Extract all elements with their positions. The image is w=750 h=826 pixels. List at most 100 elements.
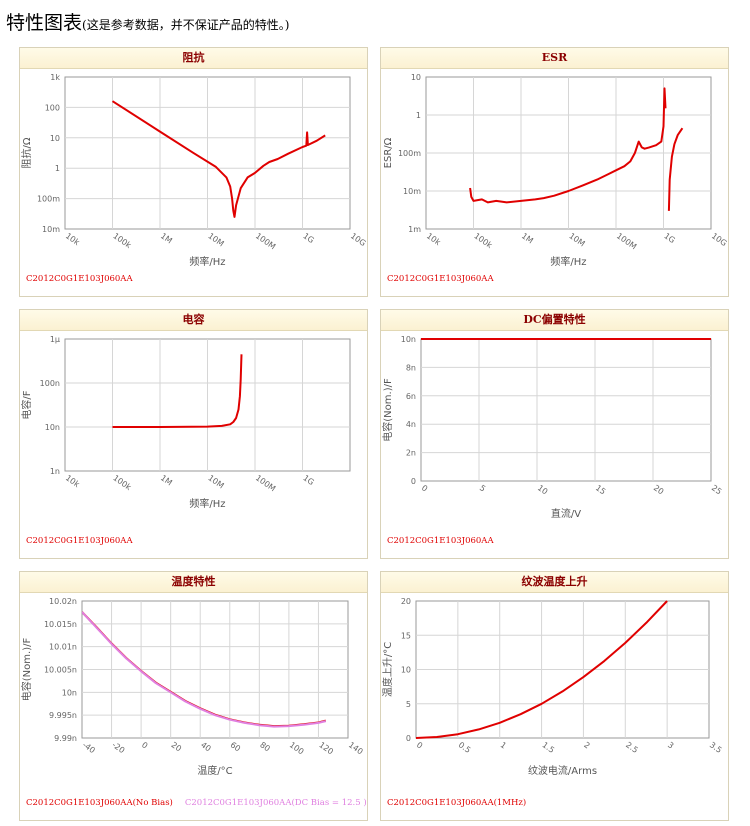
impedance-series-line [111, 100, 326, 218]
ripple-x-tick-label: 3 [666, 740, 675, 750]
dc-bias-chart-panel: DC偏置特性 0 2n 4n 6n 8n 10n 0 5 10 15 20 25 直流/V 电容(Nom.)… [380, 309, 729, 559]
ripple-series-line [416, 600, 668, 739]
capacitance-x-tick-label: 10M [206, 473, 225, 490]
ripple-x-tick-label: 0 [415, 740, 424, 750]
ripple-chart: 0 5 10 15 20 0 0.5 1 1.5 2 2.5 3 3.5 纹波电流/Arms 温度上升/°C [381, 597, 724, 777]
ripple-x-axis-label: 纹波电流/Arms [528, 764, 597, 777]
temperature-y-axis-label: 电容(Nom.)/F [20, 638, 33, 702]
dc-bias-chart-title: DC偏置特性 [381, 310, 728, 331]
esr-x-tick-label: 100M [615, 231, 638, 251]
temperature-series-line [82, 611, 327, 728]
dc-bias-y-tick-label: 10n [401, 335, 416, 344]
temperature-y-tick-label: 9.99n [54, 734, 77, 743]
temperature-chart: 9.99n 9.995n 10n 10.005n 10.01n 10.015n 10.02n… [20, 597, 365, 777]
temperature-x-tick-label: -40 [81, 740, 97, 755]
capacitance-x-axis-label: 频率/Hz [189, 497, 225, 510]
dc-bias-plot-area [420, 338, 712, 482]
dc-bias-x-tick-label: 10 [536, 483, 550, 496]
ripple-legend: C2012C0G1E103J060AA(1MHz) [387, 798, 538, 808]
impedance-x-tick-label: 10k [64, 231, 82, 247]
temperature-x-tick-label: 60 [229, 740, 243, 753]
capacitance-chart-panel: 电容 1n 10n 100n 1μ 10k 100k 1M 10M 100M 1G 频率/Hz 电容/F… [19, 309, 368, 559]
dc-bias-x-tick-label: 15 [594, 483, 608, 496]
temperature-x-tick-label: -20 [110, 740, 126, 755]
esr-y-tick-label: 10m [403, 187, 421, 196]
ripple-y-tick-label: 10 [401, 666, 411, 675]
legend-item: C2012C0G1E103J060AA(No Bias) [26, 798, 173, 808]
esr-x-tick-label: 1G [662, 231, 676, 245]
temperature-x-tick-label: 20 [170, 740, 184, 753]
dc-bias-y-tick-label: 2n [406, 449, 416, 458]
capacitance-chart: 1n 10n 100n 1μ 10k 100k 1M 10M 100M 1G 频率/Hz 电容/F [20, 335, 351, 510]
impedance-y-tick-label: 100 [45, 103, 60, 112]
dc-bias-x-tick-label: 25 [710, 483, 724, 496]
esr-chart: 1m 10m 100m 1 10 10k 100k 1M 10M 100M 1G 10G 频率/Hz ES… [383, 73, 729, 268]
impedance-y-tick-label: 100m [37, 195, 60, 204]
ripple-x-tick-label: 1 [499, 740, 508, 750]
legend-item: C2012C0G1E103J060AA [26, 274, 133, 284]
ripple-chart-title: 纹波温度上升 [381, 572, 728, 593]
capacitance-chart-title: 电容 [20, 310, 367, 331]
temperature-y-tick-label: 10.02n [49, 597, 77, 606]
impedance-chart: 10m 100m 1 10 100 1k 10k 100k 1M 10M 100M 1G 10G 频率/H… [20, 73, 368, 268]
esr-y-axis-label: ESR/Ω [383, 137, 394, 168]
ripple-x-tick-label: 2 [582, 740, 591, 750]
capacitance-y-tick-label: 10n [45, 423, 60, 432]
dc-bias-x-tick-label: 20 [652, 483, 666, 496]
esr-y-tick-label: 1m [408, 225, 421, 234]
temperature-y-tick-label: 9.995n [49, 711, 77, 720]
ripple-x-tick-label: 2.5 [624, 740, 640, 755]
impedance-y-tick-label: 10m [42, 225, 60, 234]
esr-x-tick-label: 10G [710, 231, 729, 248]
capacitance-x-tick-label: 10k [64, 473, 82, 489]
ripple-x-tick-label: 3.5 [708, 740, 724, 755]
dc-bias-x-tick-label: 5 [478, 483, 487, 493]
esr-x-tick-label: 100k [472, 231, 494, 250]
impedance-x-tick-label: 1M [159, 231, 174, 245]
temperature-chart-panel: 温度特性 9.99n 9.995n 10n 10.005n 10.01n 10.015n 10… [19, 571, 368, 821]
capacitance-series-line [112, 354, 243, 428]
temperature-y-tick-label: 10n [62, 688, 77, 697]
impedance-y-tick-label: 1 [55, 164, 60, 173]
ripple-y-tick-label: 15 [401, 631, 411, 640]
impedance-legend: C2012C0G1E103J060AA [26, 274, 145, 284]
temperature-x-tick-label: 80 [258, 740, 272, 753]
temperature-x-tick-label: 100 [288, 740, 306, 756]
temperature-x-tick-label: 0 [140, 740, 149, 750]
capacitance-x-tick-label: 1M [159, 473, 174, 487]
temperature-y-tick-label: 10.005n [44, 666, 77, 675]
page-heading: 特性图表(这是参考数据，并不保证产品的特性。) [6, 8, 289, 35]
legend-item: C2012C0G1E103J060AA(DC Bias = 12.5 ) [184, 798, 367, 808]
legend-item: C2012C0G1E103J060AA(1MHz) [387, 798, 527, 808]
esr-y-tick-label: 100m [398, 149, 421, 158]
ripple-y-tick-label: 5 [406, 700, 411, 709]
ripple-x-tick-label: 1.5 [540, 740, 556, 755]
temperature-y-tick-label: 10.01n [49, 643, 77, 652]
capacitance-y-tick-label: 1n [50, 467, 60, 476]
dc-bias-chart: 0 2n 4n 6n 8n 10n 0 5 10 15 20 25 直流/V 电容(Nom.)/F [381, 335, 724, 520]
capacitance-x-tick-label: 100M [254, 473, 277, 493]
capacitance-x-tick-label: 1G [301, 473, 315, 487]
impedance-x-tick-label: 100k [111, 231, 133, 250]
page-note: (这是参考数据，并不保证产品的特性。) [82, 18, 290, 32]
dc-bias-y-axis-label: 电容(Nom.)/F [381, 378, 394, 442]
temperature-x-tick-label: 40 [199, 740, 213, 753]
dc-bias-x-tick-label: 0 [420, 483, 429, 493]
esr-x-tick-label: 10M [567, 231, 586, 248]
esr-x-tick-label: 10k [425, 231, 443, 247]
page-title: 特性图表 [6, 12, 83, 34]
dc-bias-y-tick-label: 6n [406, 392, 416, 401]
esr-legend: C2012C0G1E103J060AA [387, 274, 506, 284]
esr-y-tick-label: 10 [411, 73, 421, 82]
ripple-x-tick-label: 0.5 [457, 740, 473, 755]
dc-bias-x-axis-label: 直流/V [551, 507, 581, 520]
dc-bias-y-tick-label: 4n [406, 420, 416, 429]
impedance-x-tick-label: 100M [254, 231, 277, 251]
ripple-y-tick-label: 0 [406, 734, 411, 743]
impedance-x-tick-label: 10G [349, 231, 368, 248]
temperature-x-tick-label: 140 [347, 740, 365, 756]
impedance-y-tick-label: 1k [50, 73, 60, 82]
esr-x-axis-label: 频率/Hz [550, 255, 586, 268]
esr-series-line [469, 87, 667, 204]
esr-x-tick-label: 1M [520, 231, 535, 245]
